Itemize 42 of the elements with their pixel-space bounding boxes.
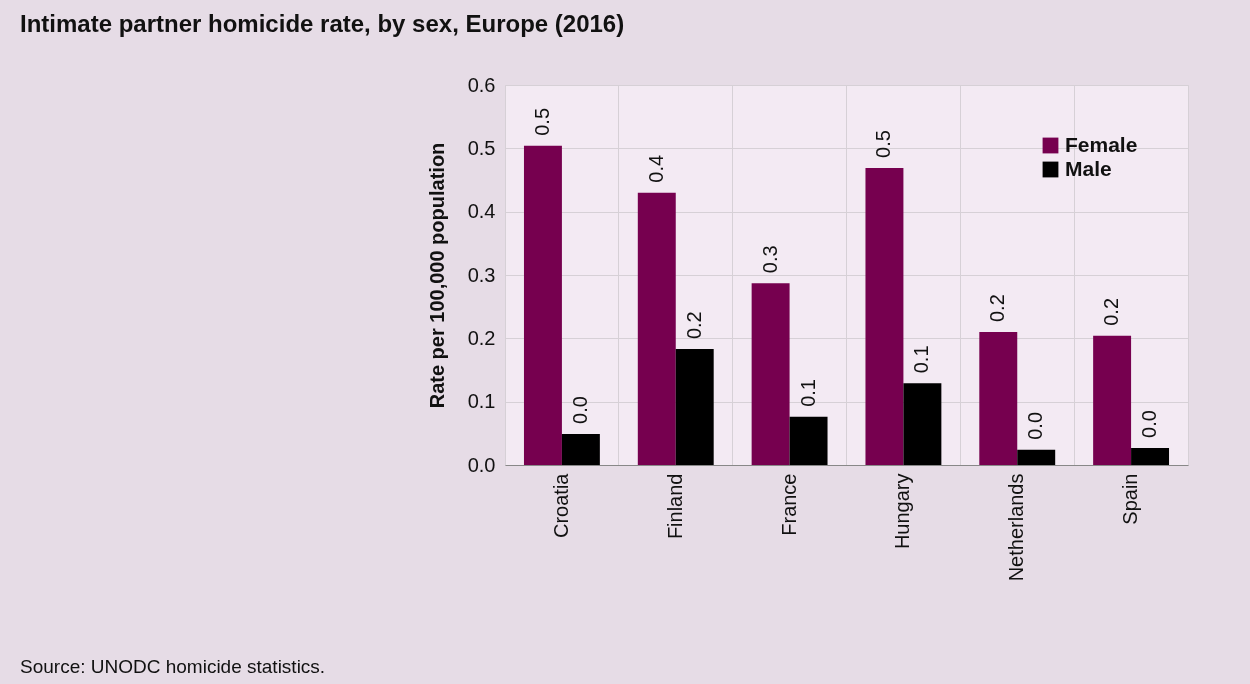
- data-label: 0.0: [568, 396, 591, 424]
- y-tick-label: 0.0: [467, 453, 496, 476]
- y-tick-label: 0.5: [467, 136, 496, 159]
- y-tick-label: 0.6: [467, 73, 496, 96]
- bar: [751, 283, 790, 465]
- y-tick-label: 0.2: [467, 326, 496, 349]
- bar: [637, 192, 676, 465]
- bar: [1093, 335, 1132, 465]
- data-label: 0.1: [796, 379, 819, 407]
- data-label: 0.5: [872, 130, 895, 158]
- data-label: 0.2: [1100, 297, 1123, 326]
- x-tick-label: Netherlands: [1005, 473, 1028, 582]
- y-axis-title: Rate per 100,000 population: [425, 142, 448, 409]
- legend-label: Male: [1065, 156, 1112, 180]
- data-label: 0.0: [1138, 410, 1161, 438]
- bar: [903, 383, 942, 465]
- y-tick-label: 0.1: [467, 390, 496, 413]
- y-tick-label: 0.3: [467, 263, 496, 286]
- bar: [865, 167, 904, 465]
- bar: [1131, 447, 1170, 465]
- data-label: 0.1: [910, 345, 933, 374]
- bar: [675, 349, 714, 465]
- x-tick-label: Spain: [1119, 473, 1142, 525]
- bar: [789, 416, 828, 465]
- bar: [561, 433, 600, 465]
- bar: [979, 332, 1018, 465]
- data-label: 0.2: [986, 294, 1009, 322]
- x-tick-label: Finland: [663, 473, 686, 540]
- x-tick-label: France: [777, 473, 800, 536]
- data-label: 0.3: [758, 245, 781, 274]
- data-label: 0.5: [530, 107, 553, 136]
- x-tick-label: Hungary: [891, 473, 914, 550]
- data-label: 0.4: [644, 154, 667, 183]
- data-label: 0.2: [682, 311, 705, 340]
- data-label: 0.0: [1024, 411, 1047, 440]
- y-tick-label: 0.4: [467, 200, 496, 223]
- legend-label: Female: [1065, 132, 1138, 156]
- chart-title: Intimate partner homicide rate, by sex, Europe (2016): [20, 10, 625, 37]
- bar: [523, 145, 562, 465]
- bar: [1017, 449, 1056, 465]
- source-note: Source: UNODC homicide statistics.: [20, 656, 326, 678]
- x-tick-label: Croatia: [549, 472, 572, 538]
